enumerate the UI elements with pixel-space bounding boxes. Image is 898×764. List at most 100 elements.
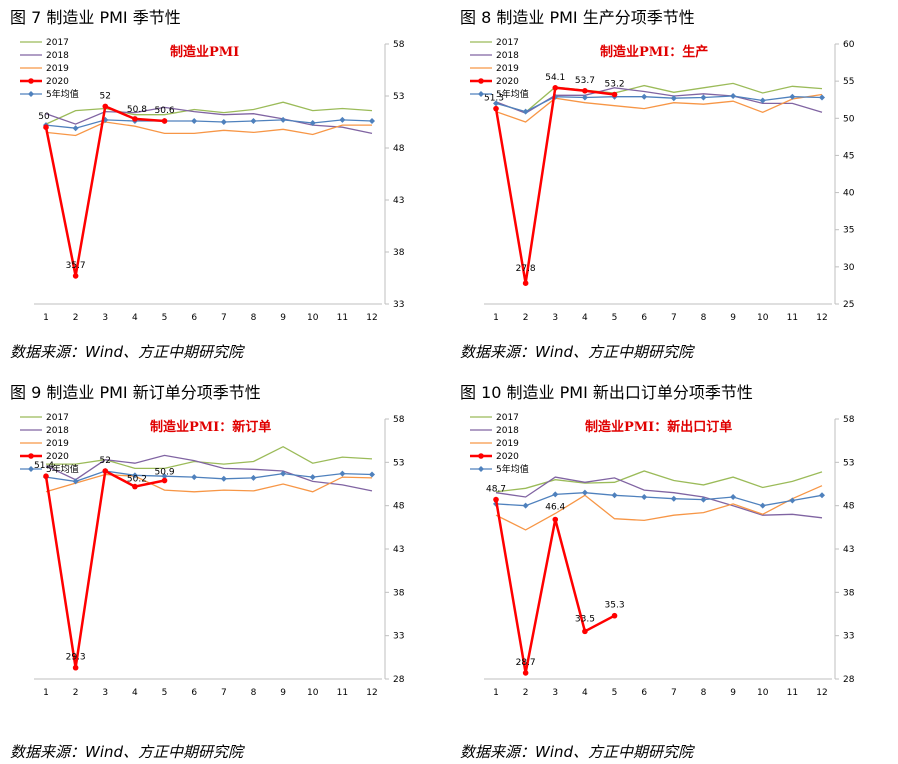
x-tick-label: 7 [671, 313, 677, 323]
y-tick-label: 33 [393, 632, 404, 642]
series-marker-5yr-avg [191, 474, 198, 481]
x-tick-label: 8 [251, 688, 257, 698]
legend-marker [28, 466, 34, 472]
series-marker-5yr-avg [280, 116, 287, 123]
series-marker-2020 [102, 468, 109, 474]
legend-label: 2020 [46, 452, 69, 462]
x-tick-label: 3 [552, 688, 558, 698]
series-marker-5yr-avg [730, 93, 737, 99]
x-tick-label: 1 [493, 313, 499, 323]
legend-label: 5年均值 [496, 88, 529, 100]
series-line-2020 [44, 104, 165, 277]
series-marker-2020 [493, 105, 499, 112]
x-tick-label: 12 [366, 313, 377, 323]
y-tick-label: 45 [843, 151, 854, 161]
legend-marker [478, 78, 484, 84]
chart-title: 制造业PMI：新出口订单 [585, 419, 732, 435]
x-tick-label: 3 [102, 313, 108, 323]
data-label-2020: 52 [100, 91, 111, 101]
legend-label: 2018 [46, 51, 69, 61]
y-tick-label: 43 [393, 196, 404, 206]
legend-label: 5年均值 [46, 88, 79, 100]
series-marker-5yr-avg [819, 94, 825, 101]
chart-title: 制造业PMI [170, 44, 239, 60]
y-tick-label: 40 [843, 189, 855, 199]
series-marker-5yr-avg [220, 119, 227, 125]
data-label-2020: 50.6 [155, 106, 175, 116]
data-label-2020: 50 [38, 112, 50, 122]
series-line-2019 [495, 485, 823, 531]
legend-marker [478, 453, 484, 459]
x-tick-label: 12 [816, 313, 827, 323]
y-tick-label: 35 [843, 226, 854, 236]
x-tick-label: 10 [307, 688, 319, 698]
series-marker-2020 [611, 91, 618, 98]
legend-label: 2020 [46, 77, 69, 87]
y-tick-label: 48 [393, 144, 405, 154]
series-marker-2020 [161, 118, 168, 124]
series-marker-5yr-avg [131, 472, 138, 479]
legend-label: 2020 [496, 77, 519, 87]
panel-title-4: 图 10 制造业 PMI 新出口订单分项季节性 [460, 383, 753, 402]
y-tick-label: 33 [843, 632, 854, 642]
x-tick-label: 10 [307, 313, 319, 323]
y-tick-label: 28 [393, 675, 405, 685]
legend-marker [28, 91, 34, 97]
series-line-2018 [495, 87, 823, 114]
x-tick-label: 1 [43, 688, 49, 698]
series-marker-5yr-avg [730, 494, 737, 500]
series-marker-5yr-avg [339, 470, 346, 477]
series-line-2019 [495, 93, 823, 123]
legend-label: 2017 [46, 38, 69, 48]
series-marker-2020 [522, 280, 529, 286]
x-tick-label: 5 [612, 313, 618, 323]
series-marker-2020 [72, 664, 79, 671]
legend-label: 5年均值 [496, 463, 529, 475]
chart-title: 制造业PMI：生产 [600, 44, 708, 60]
y-tick-label: 38 [393, 248, 405, 258]
data-label-2020: 29.3 [66, 653, 86, 663]
x-tick-label: 8 [701, 313, 707, 323]
series-marker-5yr-avg [161, 473, 168, 480]
series-line-2020 [44, 469, 165, 668]
data-label-2020: 46.4 [545, 503, 565, 513]
series-marker-2020 [161, 477, 168, 484]
y-tick-label: 48 [843, 502, 855, 512]
series-line-2020 [494, 86, 615, 284]
data-label-2020: 52 [100, 456, 111, 466]
series-marker-5yr-avg [250, 474, 257, 481]
series-marker-5yr-avg [220, 475, 227, 482]
x-tick-label: 11 [337, 313, 348, 323]
data-label-2020: 33.5 [575, 614, 595, 624]
series-marker-5yr-avg [670, 95, 677, 102]
y-tick-label: 53 [843, 458, 854, 468]
y-tick-label: 60 [843, 40, 855, 50]
x-tick-label: 9 [280, 688, 286, 698]
series-marker-5yr-avg [72, 125, 79, 132]
series-marker-5yr-avg [789, 93, 796, 100]
panel-title-1: 图 7 制造业 PMI 季节性 [10, 8, 181, 27]
x-tick-label: 9 [730, 313, 736, 323]
legend-label: 2019 [46, 439, 69, 449]
x-tick-label: 1 [493, 688, 499, 698]
x-tick-label: 10 [757, 313, 769, 323]
y-tick-label: 55 [843, 77, 854, 87]
series-marker-5yr-avg [369, 117, 375, 124]
series-line-2017 [46, 445, 373, 470]
series-marker-5yr-avg [369, 471, 375, 478]
legend-marker [478, 91, 484, 97]
x-tick-label: 4 [582, 688, 588, 698]
x-tick-label: 7 [671, 688, 677, 698]
x-tick-label: 2 [523, 688, 529, 698]
x-tick-label: 6 [191, 688, 197, 698]
x-tick-label: 5 [162, 688, 168, 698]
series-marker-5yr-avg [700, 496, 707, 503]
series-marker-5yr-avg [641, 93, 648, 100]
source-note-1: 数据来源：Wind、方正中期研究院 [10, 343, 244, 361]
legend-label: 2019 [496, 64, 519, 74]
x-tick-label: 2 [73, 688, 79, 698]
data-label-2020: 35.7 [66, 261, 86, 271]
series-marker-5yr-avg [522, 108, 529, 115]
